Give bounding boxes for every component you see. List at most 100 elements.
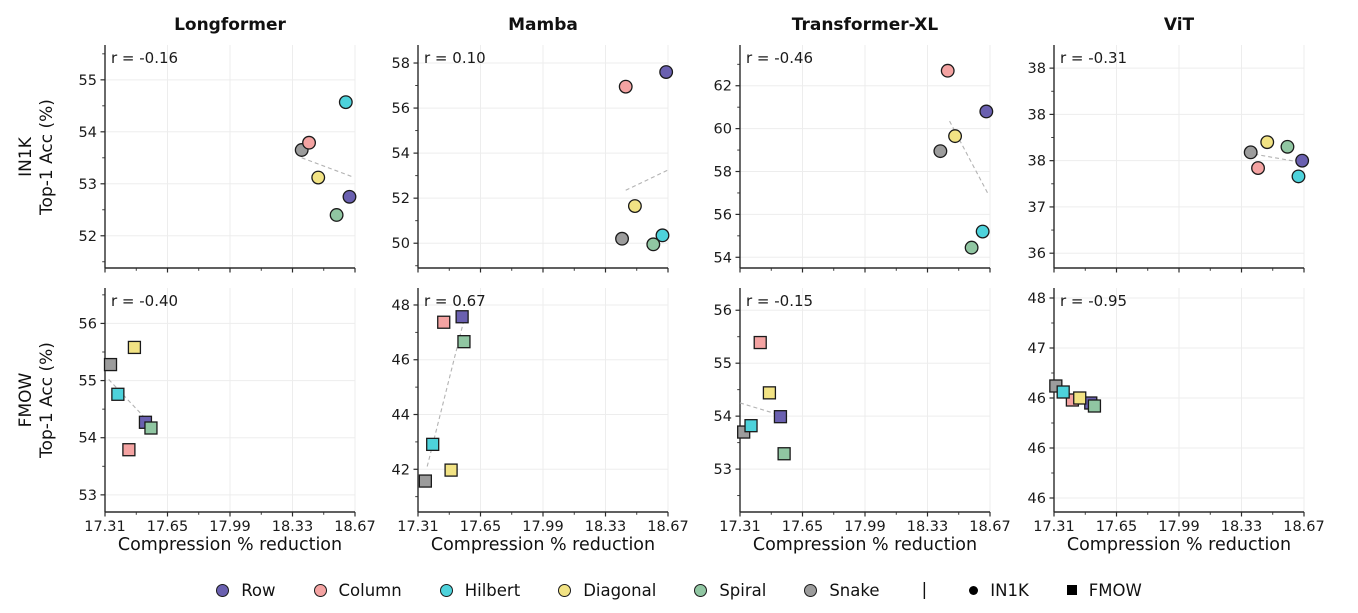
- x-tick-label: 18.67: [647, 519, 689, 535]
- point-hilbert: [426, 437, 440, 452]
- panel-mamba-fmow: 42 44 46 48 17.31 17.65 17.99 18.33 18.67 r = 0.6…: [392, 288, 689, 535]
- correlation-label: r = -0.15: [746, 292, 813, 310]
- column-title-vit: ViT: [1163, 15, 1195, 35]
- point-column: [940, 63, 955, 78]
- x-tick-label: 17.31: [719, 519, 761, 535]
- x-tick-label: 18.67: [969, 519, 1011, 535]
- y-tick-label: 42: [392, 462, 410, 478]
- correlation-label: r = -0.16: [111, 49, 178, 67]
- y-tick-label: 56: [392, 101, 410, 117]
- ylabel-in1k-line1: IN1K: [16, 136, 37, 177]
- point-column: [437, 315, 451, 329]
- ylabel-fmow-line1: FMOW: [16, 372, 37, 428]
- point-spiral: [457, 335, 471, 349]
- y-tick-label: 54: [79, 431, 97, 447]
- panel-longformer-fmow: 53 54 55 56 17.31 17.65 17.99 18.33 18.67 r = -0.…: [79, 288, 376, 535]
- point-spiral: [646, 237, 661, 252]
- legend-label-snake: Snake: [829, 580, 880, 600]
- legend-marker-hilbert-icon: [439, 583, 453, 597]
- y-tick-label: 44: [392, 408, 410, 424]
- point-spiral: [1280, 139, 1295, 154]
- legend-item-diagonal: Diagonal: [558, 581, 656, 600]
- y-tick-label: 48: [1028, 291, 1046, 307]
- point-diagonal: [948, 129, 963, 144]
- correlation-label: r = 0.10: [424, 49, 486, 67]
- trend-line: [739, 402, 776, 415]
- point-diagonal: [627, 199, 642, 214]
- x-tick-label: 17.99: [1158, 519, 1200, 535]
- legend-marker-fmow-icon: [1066, 585, 1077, 595]
- point-row: [455, 310, 469, 324]
- trend-line: [301, 157, 354, 178]
- y-tick-label: 62: [714, 79, 732, 95]
- x-tick-label: 17.65: [460, 519, 502, 535]
- point-spiral: [329, 208, 344, 222]
- y-tick-label: 52: [392, 191, 410, 207]
- legend-marker-row-icon: [216, 583, 230, 597]
- point-hilbert: [1056, 385, 1070, 399]
- point-diagonal: [444, 463, 458, 477]
- panel-mamba-in1k: 50 52 54 56 58 r = 0.10: [392, 45, 674, 273]
- y-tick-label: 56: [714, 303, 732, 319]
- y-tick-label: 46: [1028, 391, 1046, 407]
- legend-item-hilbert: Hilbert: [439, 580, 521, 600]
- point-snake: [418, 474, 433, 488]
- point-snake: [103, 357, 118, 372]
- y-tick-label: 53: [714, 462, 732, 478]
- y-tick-label: 56: [79, 316, 97, 332]
- y-tick-label: 37: [1028, 200, 1046, 216]
- point-column: [122, 443, 136, 457]
- legend-item-spiral: Spiral: [694, 581, 766, 600]
- point-spiral: [1087, 399, 1102, 413]
- xlabel-longformer: Compression % reduction: [117, 535, 343, 555]
- y-tick-label: 54: [392, 146, 410, 162]
- y-tick-label: 36: [1028, 246, 1046, 262]
- correlation-label: r = -0.95: [1060, 292, 1127, 310]
- y-tick-label: 53: [79, 177, 97, 193]
- y-tick-label: 46: [1028, 491, 1046, 507]
- legend-item-in1k: IN1K: [969, 581, 1029, 600]
- y-tick-label: 55: [714, 356, 732, 372]
- x-tick-label: 17.65: [147, 519, 189, 535]
- x-tick-label: 17.99: [209, 519, 251, 535]
- x-tick-label: 18.33: [907, 519, 949, 535]
- y-tick-label: 56: [714, 207, 732, 223]
- point-row: [1295, 153, 1310, 168]
- xlabel-vit: Compression % reduction: [1066, 535, 1292, 555]
- legend-marker-in1k-icon: [969, 585, 979, 595]
- legend-separator: |: [921, 580, 928, 600]
- legend-marker-diagonal-icon: [558, 583, 572, 597]
- correlation-label: r = -0.46: [746, 49, 813, 67]
- y-tick-label: 46: [392, 353, 410, 369]
- x-tick-label: 17.31: [1033, 519, 1075, 535]
- x-tick-label: 18.33: [272, 519, 314, 535]
- point-row: [342, 189, 357, 204]
- correlation-label: r = -0.40: [111, 292, 178, 310]
- y-tick-label: 38: [1028, 154, 1046, 170]
- y-tick-label: 58: [714, 165, 732, 181]
- x-tick-label: 18.67: [1283, 519, 1325, 535]
- point-column: [753, 335, 767, 350]
- ylabel-fmow-line2: Top-1 Acc (%): [37, 342, 58, 458]
- trend-line: [1254, 153, 1303, 164]
- panel-transformer-xl-in1k: 54 56 58 60 62 r = -0.46: [714, 45, 994, 273]
- point-column: [618, 79, 633, 94]
- ylabel-fmow: FMOW Top-1 Acc (%): [4, 288, 70, 512]
- legend-item-fmow: FMOW: [1066, 581, 1142, 600]
- legend: Row Column Hilbert Diagonal Spiral Snake | IN1K…: [0, 574, 1358, 606]
- legend-label-hilbert: Hilbert: [464, 580, 521, 600]
- y-tick-label: 48: [392, 298, 410, 314]
- correlation-label: r = 0.67: [424, 292, 486, 310]
- point-column: [302, 135, 316, 150]
- y-tick-label: 54: [714, 409, 732, 425]
- panel-longformer-in1k: 52 53 54 55 r = -0.16: [79, 45, 357, 273]
- point-hilbert: [338, 95, 353, 110]
- legend-label-in1k: IN1K: [990, 580, 1029, 600]
- xlabel-mamba: Compression % reduction: [430, 535, 656, 555]
- legend-label-spiral: Spiral: [719, 580, 767, 600]
- y-tick-label: 38: [1028, 107, 1046, 123]
- point-spiral: [777, 447, 791, 461]
- y-tick-label: 54: [714, 250, 732, 266]
- x-tick-label: 17.65: [1096, 519, 1138, 535]
- x-tick-label: 17.31: [84, 519, 126, 535]
